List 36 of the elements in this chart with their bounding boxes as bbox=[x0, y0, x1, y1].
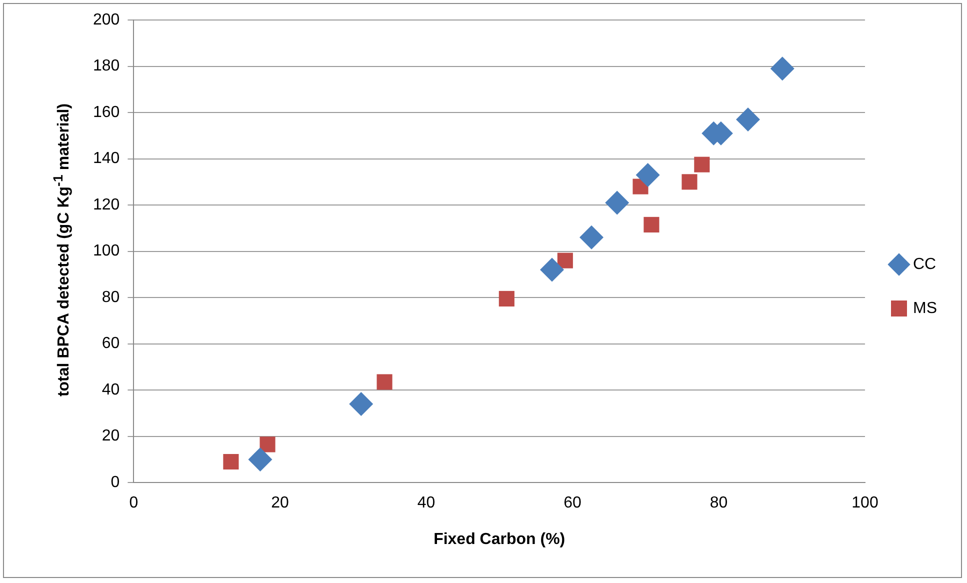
y-tick-label: 60 bbox=[102, 335, 120, 352]
point bbox=[644, 216, 660, 232]
point bbox=[605, 190, 630, 215]
x-tick-label: 80 bbox=[710, 494, 728, 512]
y-tick-label: 120 bbox=[92, 196, 120, 214]
x-tick-label: 40 bbox=[417, 494, 436, 512]
point bbox=[694, 156, 710, 172]
point bbox=[376, 374, 392, 390]
y-tick-label: 80 bbox=[102, 288, 120, 306]
point bbox=[223, 454, 239, 470]
y-tick-label: 20 bbox=[102, 428, 120, 445]
y-tick-label: 0 bbox=[110, 474, 120, 492]
x-tick-label: 60 bbox=[564, 494, 582, 512]
y-tick-label: 100 bbox=[92, 242, 120, 260]
y-tick-label: 40 bbox=[102, 381, 120, 398]
point bbox=[260, 436, 276, 452]
point bbox=[248, 447, 272, 472]
y-tick-label: 160 bbox=[92, 104, 120, 121]
point bbox=[770, 56, 794, 81]
point bbox=[682, 174, 698, 190]
y-tick-label: 140 bbox=[92, 150, 120, 168]
point bbox=[736, 107, 760, 132]
point bbox=[636, 162, 660, 187]
x-axis-title: Fixed Carbon (%) bbox=[434, 530, 566, 548]
point bbox=[349, 392, 374, 416]
y-tick-label: 200 bbox=[92, 11, 120, 28]
y-tick-label: 180 bbox=[92, 58, 120, 75]
point bbox=[557, 252, 573, 268]
point bbox=[540, 258, 564, 282]
legend-label: CC bbox=[913, 256, 936, 273]
point bbox=[498, 290, 514, 306]
x-tick-label: 100 bbox=[852, 494, 878, 512]
legend-label: MS bbox=[913, 300, 937, 317]
x-tick-label: 20 bbox=[271, 494, 289, 512]
point bbox=[579, 225, 604, 250]
x-tick-label: 0 bbox=[129, 494, 138, 512]
